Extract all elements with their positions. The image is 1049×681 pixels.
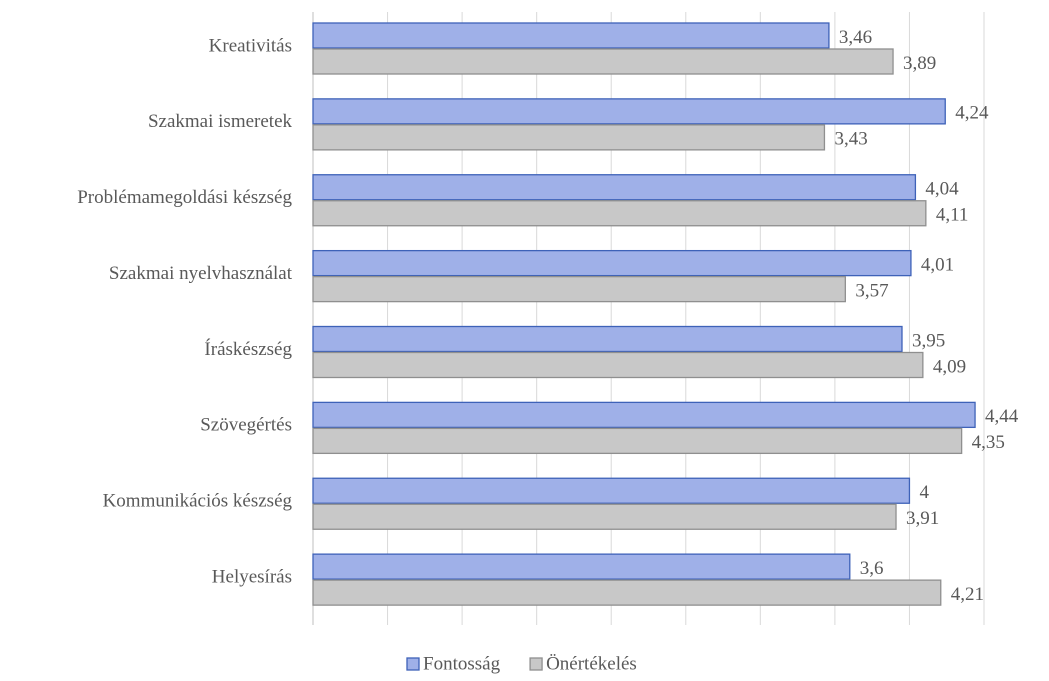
y-tick-label: Kreativitás <box>209 35 292 56</box>
data-label: 3,57 <box>855 280 888 301</box>
legend-swatch <box>406 657 420 671</box>
legend-label: Önértékelés <box>546 653 637 674</box>
legend-swatch <box>529 657 543 671</box>
data-label: 4,04 <box>925 179 959 200</box>
y-tick-label: Szövegértés <box>200 415 292 436</box>
y-tick-label: Kommunikációs készség <box>103 491 293 512</box>
bar <box>312 503 897 530</box>
y-tick-label: Szakmai ismeretek <box>148 111 293 132</box>
bar <box>312 275 846 303</box>
data-label: 3,91 <box>906 508 939 529</box>
data-label: 4,44 <box>985 406 1019 427</box>
data-label: 4,01 <box>921 254 954 275</box>
bar <box>312 48 894 75</box>
bar <box>312 401 976 429</box>
data-label: 4 <box>919 482 929 503</box>
bar <box>312 351 924 379</box>
data-label: 3,43 <box>834 129 867 150</box>
y-tick-label: Helyesírás <box>212 566 292 587</box>
data-label: 3,46 <box>839 27 872 48</box>
bar <box>312 124 826 151</box>
bar <box>312 553 851 580</box>
data-label: 4,35 <box>972 432 1005 453</box>
data-label: 3,95 <box>912 330 945 351</box>
y-tick-label: Íráskészség <box>204 338 292 360</box>
bar <box>312 579 942 606</box>
bar <box>312 477 911 504</box>
bar <box>312 174 917 201</box>
bar <box>312 325 903 353</box>
data-label: 3,6 <box>860 558 884 579</box>
bar <box>312 22 830 49</box>
data-label: 3,89 <box>903 53 936 74</box>
data-label: 4,09 <box>933 356 966 377</box>
legend-label: Fontosság <box>423 653 501 674</box>
bar <box>312 200 927 227</box>
bar <box>312 249 912 277</box>
data-label: 4,11 <box>936 205 969 226</box>
data-label: 4,21 <box>951 584 984 605</box>
bar <box>312 98 946 125</box>
data-label: 4,24 <box>955 103 989 124</box>
y-tick-label: Szakmai nyelvhasználat <box>109 263 293 284</box>
y-tick-label: Problémamegoldási készség <box>77 187 292 208</box>
bar <box>312 427 963 455</box>
